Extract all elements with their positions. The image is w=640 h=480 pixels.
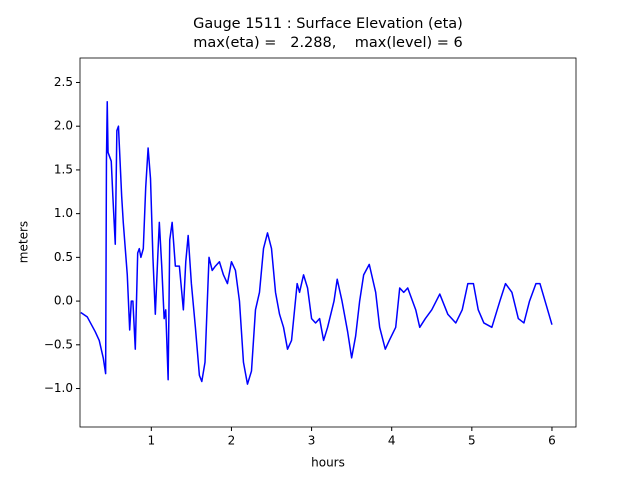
y-tick-label: −1.0 [44,381,73,395]
y-tick-label: 2.5 [54,75,73,89]
x-tick-label: 3 [308,434,316,448]
x-tick-label: 6 [548,434,556,448]
data-line [80,100,553,385]
y-tick-label: 2.0 [54,119,73,133]
x-tick-label: 2 [228,434,236,448]
plot-frame [79,57,577,428]
y-tick-label: 1.5 [54,162,73,176]
y-tick-label: 0.5 [54,250,73,264]
x-tick-label: 5 [468,434,476,448]
chart-title: Gauge 1511 : Surface Elevation (eta) [193,16,463,32]
chart-subtitle: max(eta) = 2.288, max(level) = 6 [193,35,463,51]
x-axis-label: hours [311,456,345,470]
y-tick-label: 0.0 [54,294,73,308]
x-tick-label: 1 [147,434,155,448]
x-tick-label: 4 [388,434,396,448]
y-axis-label: meters [17,221,31,263]
y-tick-label: 1.0 [54,206,73,220]
y-tick-label: −0.5 [44,337,73,351]
